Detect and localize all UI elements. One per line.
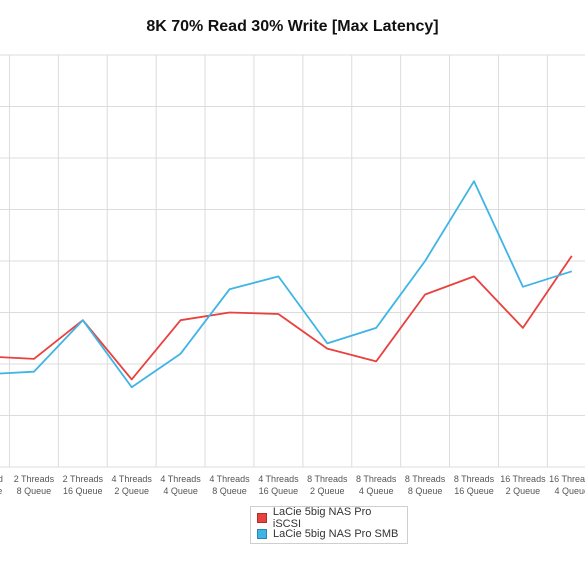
x-tick-label: 2 Threads 8 Queue <box>14 474 55 496</box>
series-line-smb <box>0 180 573 389</box>
x-tick-label: 8 Threads 4 Queue <box>356 474 397 496</box>
legend-swatch-smb <box>257 529 267 539</box>
x-tick-label: 8 Threads 2 Queue <box>307 474 348 496</box>
x-tick-label: 4 Threads 4 Queue <box>160 474 201 496</box>
legend-label-smb: LaCie 5big NAS Pro SMB <box>273 528 399 540</box>
legend: LaCie 5big NAS Pro iSCSI LaCie 5big NAS … <box>250 506 408 544</box>
series-line-iscsi <box>0 255 573 381</box>
x-tick-label: 8 Threads 8 Queue <box>405 474 446 496</box>
x-tick-label: 2 Threads 16 Queue <box>63 474 104 496</box>
x-tick-label: 4 Threads 2 Queue <box>112 474 153 496</box>
chart-title: 8K 70% Read 30% Write [Max Latency] <box>146 18 439 35</box>
legend-label-iscsi: LaCie 5big NAS Pro iSCSI <box>272 506 372 530</box>
grid-lines <box>0 54 585 468</box>
x-tick-label: 4 Threads 8 Queue <box>209 474 250 496</box>
legend-item-smb: LaCie 5big NAS Pro SMB <box>257 526 401 542</box>
series-lines <box>0 180 573 389</box>
x-tick-label: 1 Thread4 Queue <box>0 474 3 496</box>
x-tick-label: 8 Threads 16 Queue <box>454 474 495 496</box>
legend-item-iscsi: LaCie 5big NAS Pro iSCSI <box>257 506 401 530</box>
x-tick-label: 16 Threads 2 Queue <box>500 474 546 496</box>
legend-swatch-iscsi <box>257 513 267 523</box>
x-tick-label: 4 Threads 16 Queue <box>258 474 299 496</box>
